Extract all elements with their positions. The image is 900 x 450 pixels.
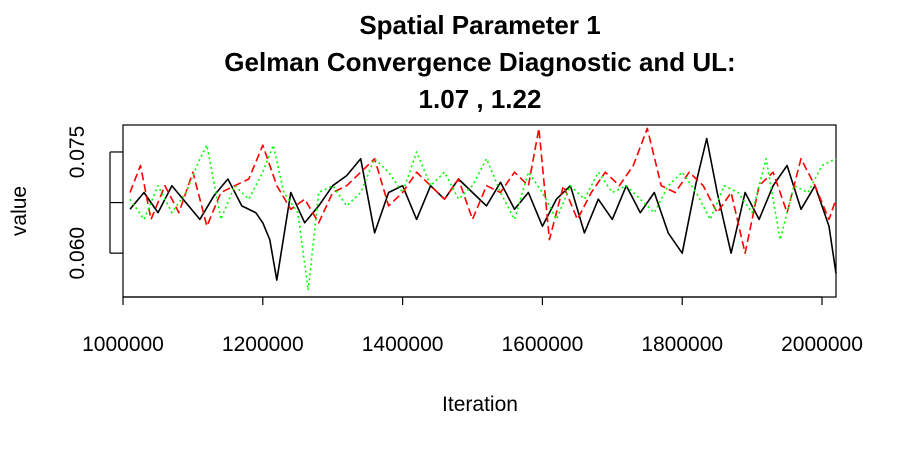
chart-title-line-2: Gelman Convergence Diagnostic and UL: [224,47,735,77]
x-tick-label: 1000000 [82,333,164,356]
x-tick-label: 1200000 [222,333,304,356]
x-tick-label: 1400000 [362,333,444,356]
y-tick-label: 0.075 [66,126,89,179]
y-tick-label: 0.060 [66,227,89,280]
series-line-2 [129,127,837,254]
chart-title-line-3: 1.07 , 1.22 [419,84,542,114]
y-axis: 0.060 0.075 [66,126,123,280]
x-axis-title: Iteration [442,393,518,416]
series-layer [129,127,837,292]
x-tick-label: 2000000 [781,333,863,356]
series-line-3 [129,144,837,292]
series-line-1 [129,137,837,281]
x-tick-label: 1600000 [502,333,584,356]
y-axis-title: value [8,186,31,236]
chart-title-line-1: Spatial Parameter 1 [359,10,600,40]
x-axis: 1000000 1200000 1400000 1600000 1800000 20000… [82,296,863,356]
x-tick-label: 1800000 [641,333,723,356]
plot-frame [122,124,837,298]
